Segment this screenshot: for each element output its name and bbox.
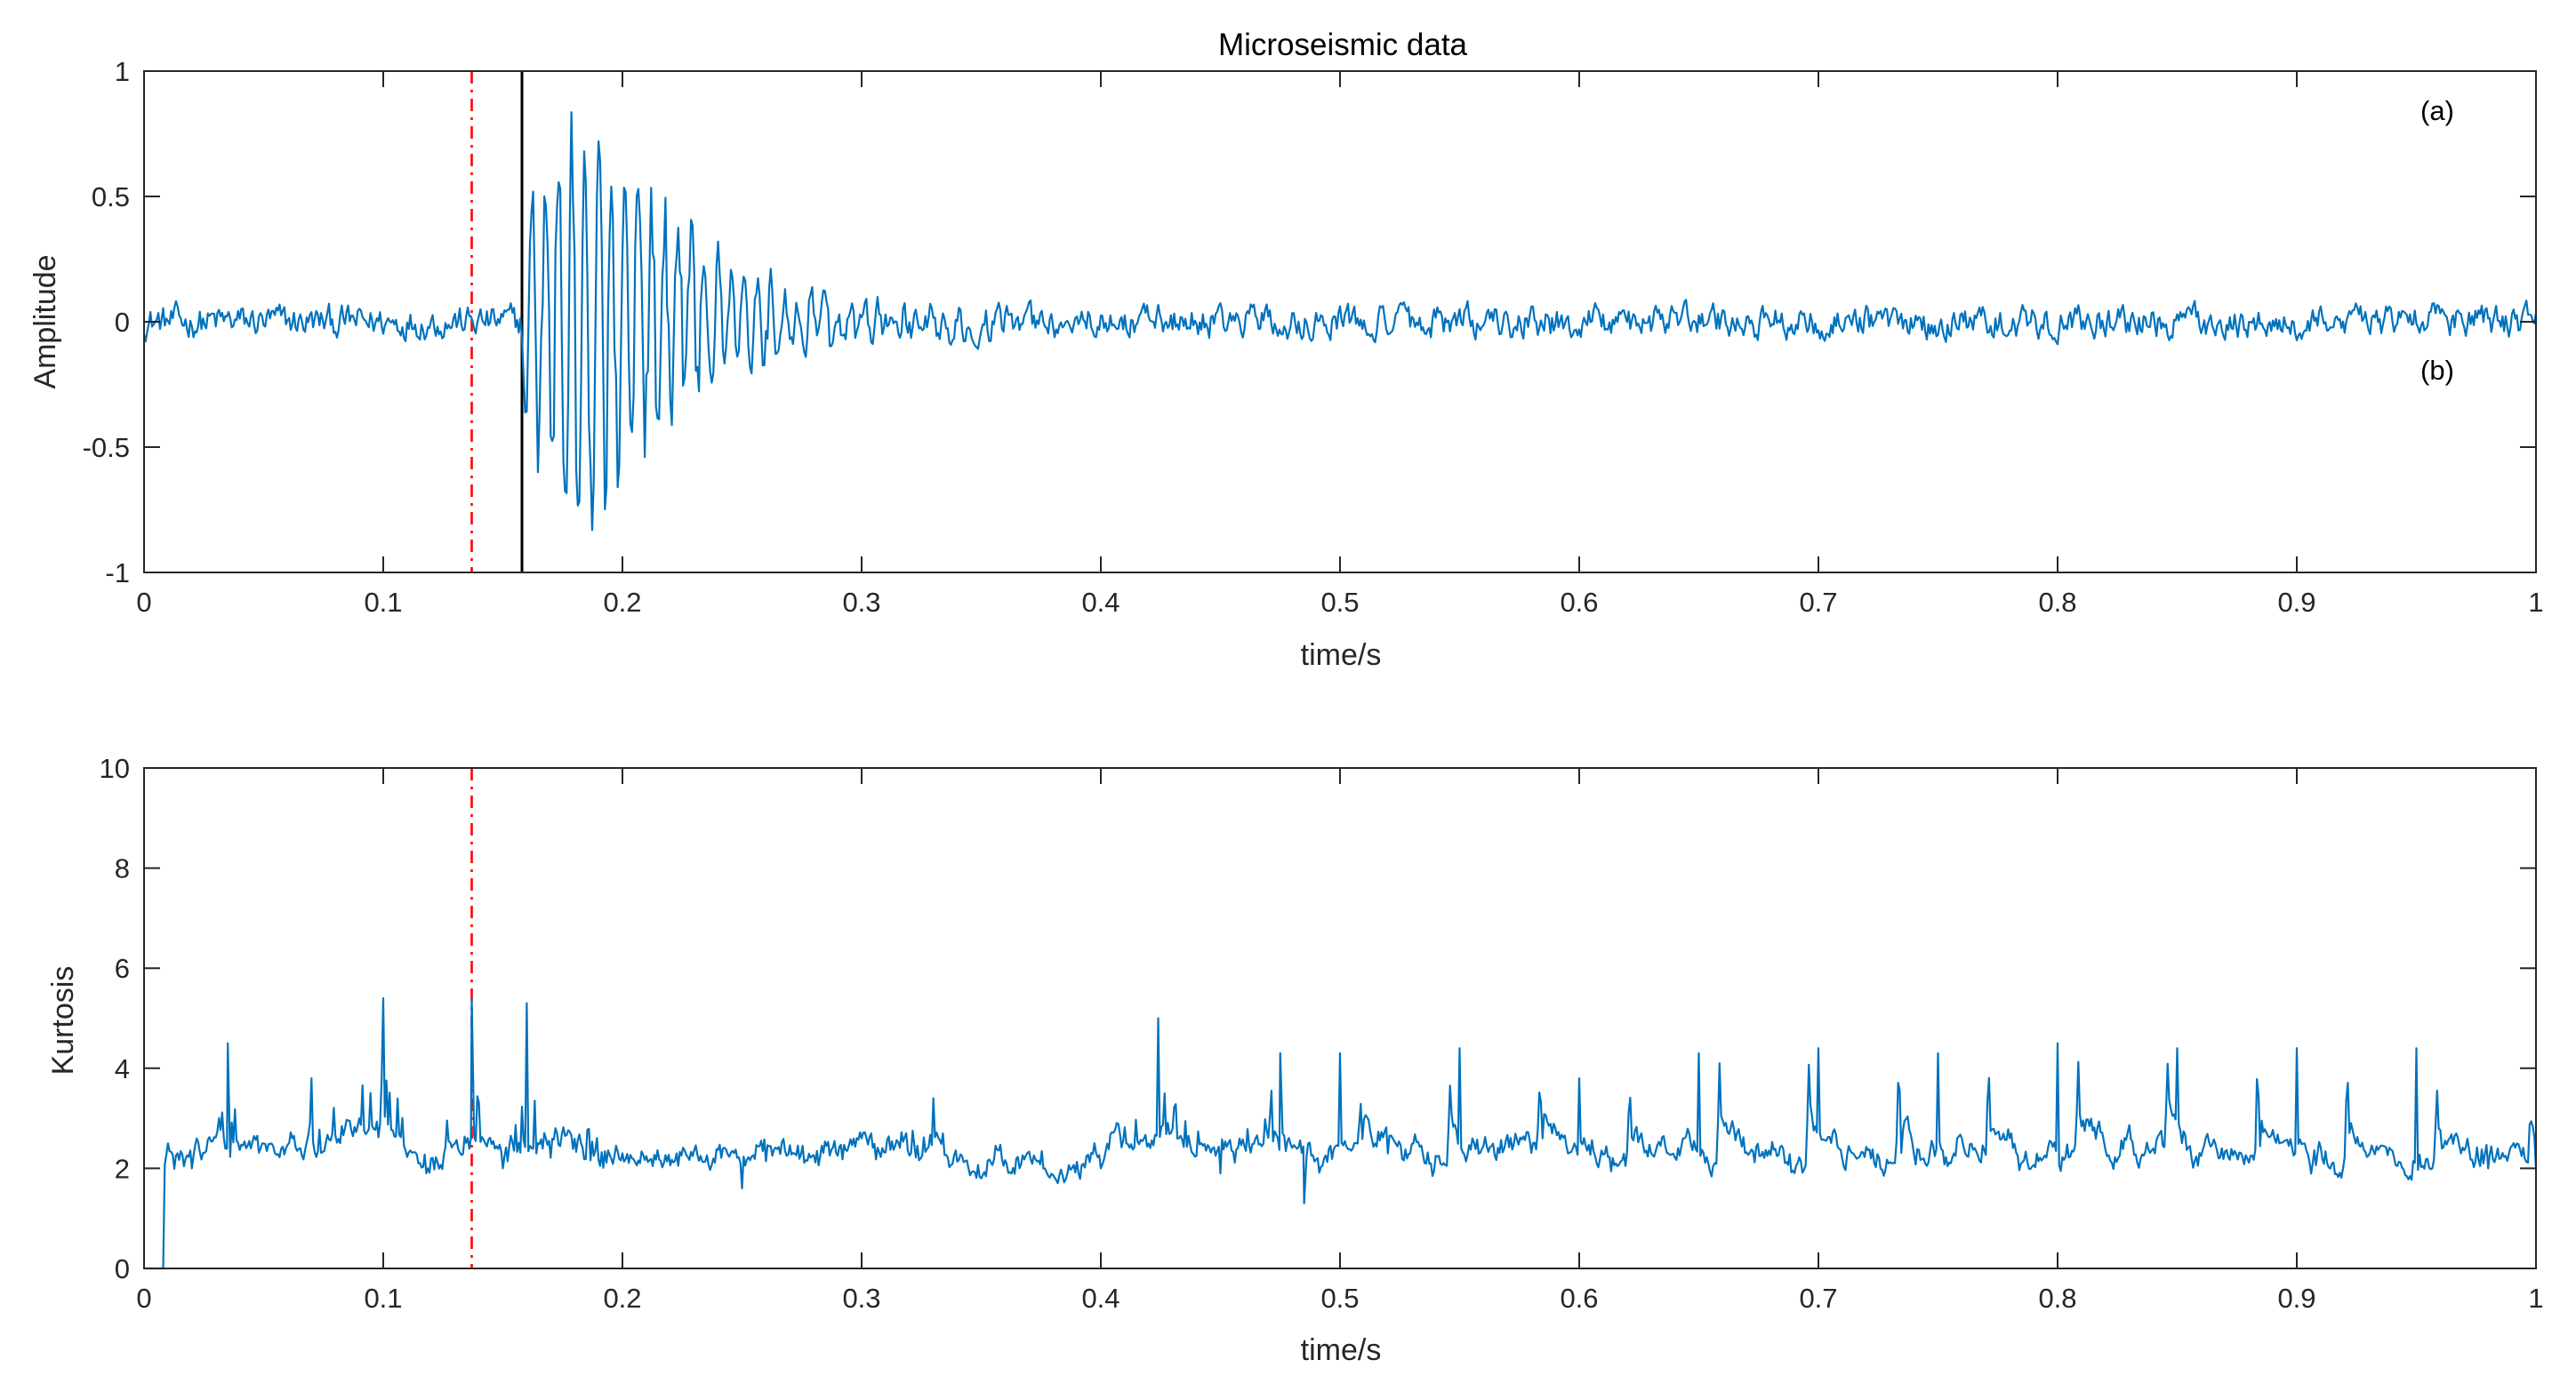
amplitude-x-tick-label: 0.9	[2277, 587, 2315, 618]
kurtosis-y-tick-label: 8	[115, 853, 130, 884]
kurtosis-y-tick-label: 4	[115, 1053, 130, 1084]
amplitude-x-tick-label: 0.4	[1081, 587, 1119, 618]
amplitude-series-group	[142, 111, 2538, 532]
amplitude-x-tick-label: 0.3	[842, 587, 880, 618]
kurtosis-x-tick-label: 1	[2528, 1283, 2543, 1314]
kurtosis-x-axis-label: time/s	[1301, 1333, 1382, 1367]
amplitude-x-tick-label: 0	[136, 587, 151, 618]
amplitude-y-tick-label: -0.5	[83, 432, 130, 463]
amplitude-y-tick-label: 0.5	[92, 181, 130, 212]
kurtosis-y-axis-label: Kurtosis	[46, 966, 80, 1076]
chart-title: Microseismic data	[1218, 28, 1468, 62]
kurtosis-x-tick-label: 0.5	[1320, 1283, 1359, 1314]
amplitude-x-tick-label: 0.1	[364, 587, 402, 618]
kurtosis-x-tick-label: 0.6	[1560, 1283, 1598, 1314]
kurtosis-y-tick-label: 10	[100, 753, 130, 784]
amplitude-x-tick-label: 0.7	[1799, 587, 1837, 618]
kurtosis-y-tick-label: 0	[115, 1253, 130, 1284]
amplitude-x-tick-label: 0.6	[1560, 587, 1598, 618]
amplitude-series-line	[142, 111, 2538, 532]
amplitude-x-tick-label: 0.5	[1320, 587, 1359, 618]
amplitude-x-tick-label: 1	[2528, 587, 2543, 618]
kurtosis-series-line	[144, 996, 2538, 1270]
amplitude-y-tick-label: -1	[105, 557, 130, 588]
amplitude-x-tick-label: 0.2	[603, 587, 641, 618]
kurtosis-x-tick-label: 0.1	[364, 1283, 402, 1314]
kurtosis-x-tick-label: 0.8	[2038, 1283, 2076, 1314]
kurtosis-series-group	[144, 996, 2538, 1270]
amplitude-x-axis-label: time/s	[1301, 638, 1382, 672]
kurtosis-x-tick-label: 0.7	[1799, 1283, 1837, 1314]
amplitude-y-tick-label: 1	[115, 56, 130, 87]
amplitude-x-tick-label: 0.8	[2038, 587, 2076, 618]
kurtosis-x-tick-label: 0.4	[1081, 1283, 1119, 1314]
amplitude-ticks: 0 0.1 0.2 0.3 0.4 0.5 0.6 0.7 0.8 0.9 1 -1 -0.5 0 0.5 1	[83, 56, 2544, 618]
amplitude-axes: 0 0.1 0.2 0.3 0.4 0.5 0.6 0.7 0.8 0.9 1 -1 -0.5 0 0.5 1…	[28, 56, 2544, 672]
kurtosis-y-tick-label: 6	[115, 953, 130, 984]
amplitude-y-axis-label: Amplitude	[28, 254, 62, 388]
kurtosis-y-tick-label: 2	[115, 1153, 130, 1184]
kurtosis-x-tick-label: 0.9	[2277, 1283, 2315, 1314]
amplitude-y-tick-label: 0	[115, 307, 130, 338]
kurtosis-x-tick-label: 0.3	[842, 1283, 880, 1314]
annotation-a: (a)	[2420, 95, 2454, 126]
annotation-b: (b)	[2420, 355, 2454, 386]
kurtosis-x-tick-label: 0	[136, 1283, 151, 1314]
kurtosis-x-tick-label: 0.2	[603, 1283, 641, 1314]
